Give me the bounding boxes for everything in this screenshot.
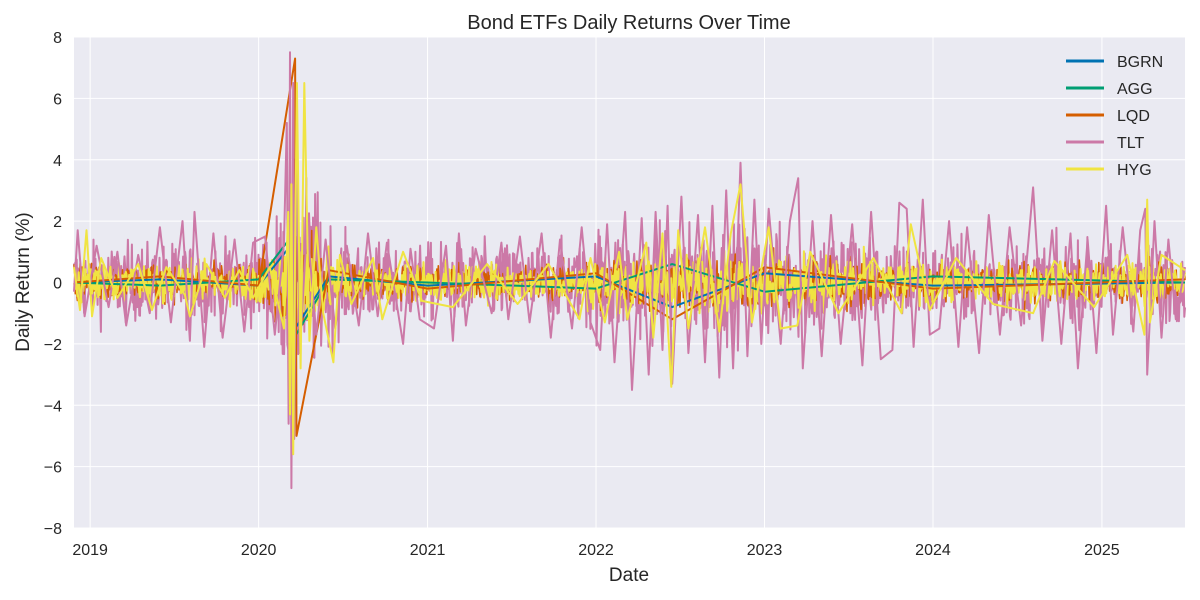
series-line-hyg	[73, 82, 1186, 456]
series-line-lqd	[73, 57, 1186, 437]
y-tick-label: −8	[44, 521, 62, 538]
y-tick-label: 0	[53, 276, 62, 293]
x-axis-ticks: 2019 2020 2021 2022 2023 2024 2025	[72, 542, 1119, 559]
x-tick-label: 2022	[578, 542, 614, 559]
hyg-noise-line	[73, 245, 1186, 332]
y-tick-label: −2	[44, 337, 62, 354]
chart-title: Bond ETFs Daily Returns Over Time	[467, 12, 790, 34]
series-lines	[73, 51, 1186, 490]
y-tick-label: 6	[53, 91, 62, 108]
x-tick-label: 2024	[915, 542, 951, 559]
series-line-agg	[73, 235, 1186, 339]
legend-label-lqd: LQD	[1117, 108, 1150, 125]
x-tick-label: 2023	[747, 542, 783, 559]
x-tick-label: 2020	[241, 542, 277, 559]
series-line-tlt	[73, 51, 1186, 490]
legend-label-bgrn: BGRN	[1117, 54, 1163, 71]
y-axis-title: Daily Return (%)	[13, 212, 34, 351]
y-tick-label: 4	[53, 153, 62, 170]
y-axis-ticks: −8 −6 −4 −2 0 2 4 6 8	[44, 30, 62, 538]
y-tick-label: 2	[53, 214, 62, 231]
legend-label-tlt: TLT	[1117, 135, 1144, 152]
y-tick-label: 8	[53, 30, 62, 47]
x-tick-label: 2019	[72, 542, 108, 559]
x-tick-label: 2021	[410, 542, 446, 559]
x-axis-title: Date	[609, 565, 649, 586]
legend: BGRN AGG LQD TLT HYG	[1066, 54, 1163, 179]
legend-label-hyg: HYG	[1117, 162, 1152, 179]
legend-label-agg: AGG	[1117, 81, 1153, 98]
x-tick-label: 2025	[1084, 542, 1120, 559]
y-tick-label: −6	[44, 460, 62, 477]
y-tick-label: −4	[44, 398, 62, 415]
